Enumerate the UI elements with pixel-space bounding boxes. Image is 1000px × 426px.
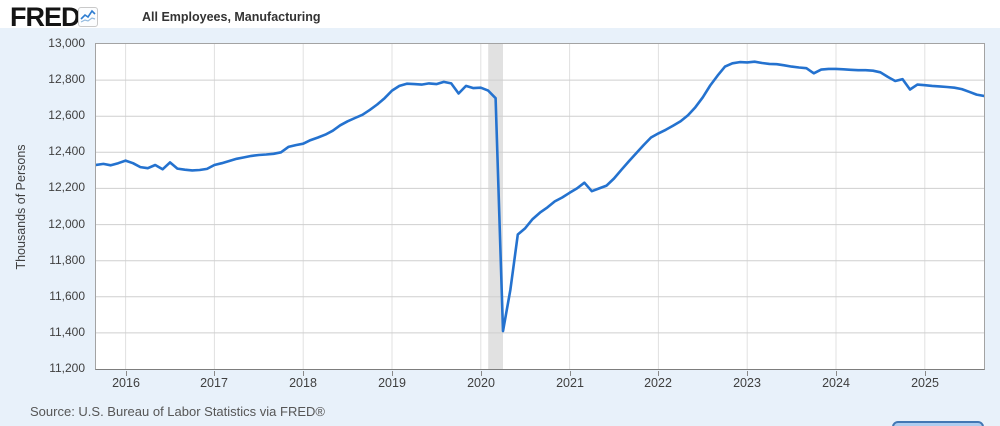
y-tick-label: 11,800 [49,253,85,267]
y-tick-label: 12,600 [48,108,85,122]
y-tick-label: 12,200 [48,180,85,194]
x-tick-label: 2023 [733,376,761,390]
chart-header: FRED® All Employees, Manufacturing [0,0,1000,32]
chart-section: Thousands of Persons 13,000 12,800 12,600 1… [0,28,1000,426]
fred-sparkline-icon [78,7,98,27]
x-tick-label: 2025 [911,376,939,390]
legend-line-swatch [112,16,134,19]
y-tick-label: 11,200 [49,361,85,375]
recession-band [488,44,503,369]
chart-canvas[interactable] [96,44,984,369]
source-attribution: Source: U.S. Bureau of Labor Statistics … [30,404,325,419]
x-tick-mark [392,371,393,376]
y-tick-label: 12,000 [48,217,85,231]
x-tick-label: 2022 [644,376,672,390]
x-tick-mark [836,371,837,376]
x-tick-mark [747,371,748,376]
plot-area[interactable] [95,43,985,370]
x-tick-label: 2018 [289,376,317,390]
x-tick-label: 2017 [200,376,228,390]
x-tick-mark [303,371,304,376]
x-tick-label: 2024 [822,376,850,390]
x-tick-mark [481,371,482,376]
x-tick-label: 2020 [467,376,495,390]
bottom-right-partial-button[interactable] [892,421,984,426]
y-tick-label: 12,400 [48,144,85,158]
x-tick-label: 2016 [112,376,140,390]
legend-series-label: All Employees, Manufacturing [142,10,321,24]
x-tick-mark [570,371,571,376]
y-tick-label: 11,600 [49,289,85,303]
x-tick-label: 2019 [378,376,406,390]
y-axis-title: Thousands of Persons [14,144,28,270]
series-line[interactable] [96,60,984,333]
y-tick-label: 12,800 [48,72,85,86]
y-tick-label: 11,400 [49,325,85,339]
x-tick-mark [126,371,127,376]
x-tick-mark [925,371,926,376]
x-tick-mark [658,371,659,376]
y-tick-label: 13,000 [48,36,85,50]
x-tick-label: 2021 [556,376,584,390]
x-tick-mark [214,371,215,376]
